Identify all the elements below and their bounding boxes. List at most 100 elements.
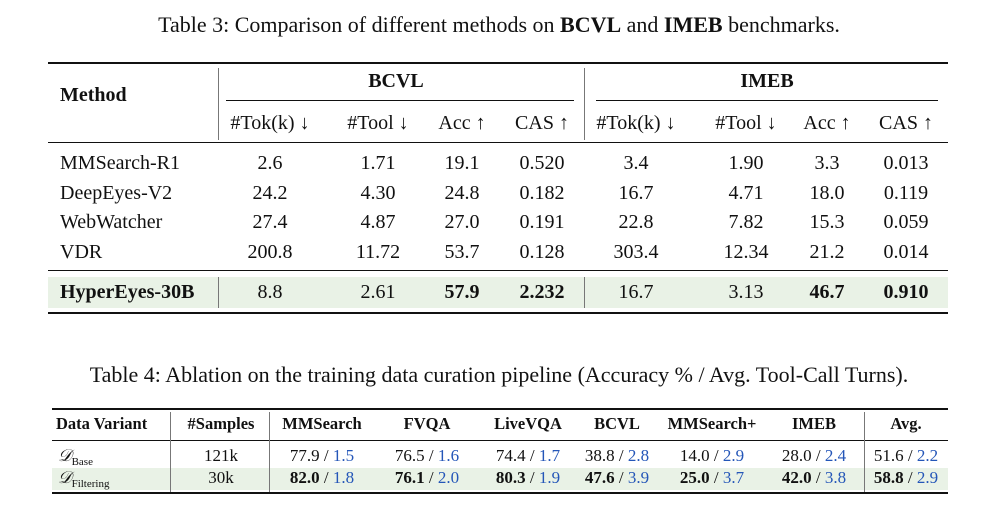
table4-separator: / (709, 468, 723, 487)
table3-subheader-tok-imeb: #Tok(k) ↓ (596, 112, 676, 134)
table4-accuracy: 25.0 (679, 468, 710, 487)
table4-score-cell: 42.0 / 3.8 (766, 468, 862, 488)
table4-accuracy: 76.1 (394, 468, 425, 487)
table4-separator: / (811, 446, 825, 465)
table4-header-rule (52, 440, 948, 441)
table3-highlight-divider-2 (584, 277, 585, 308)
table3-value-cell: 12.34 (723, 240, 769, 263)
table3-highlight-value: 2.61 (360, 281, 396, 303)
table4-score-cell: 14.0 / 2.9 (658, 446, 766, 466)
table4-header-cell: FVQA (403, 414, 451, 433)
table3-header-divider-2 (584, 68, 585, 140)
table4-turns: 2.8 (627, 446, 650, 465)
table4-accuracy: 74.4 (495, 446, 526, 465)
table3-value-cell: 27.4 (252, 211, 288, 233)
table4-turns: 3.9 (627, 468, 650, 487)
table4-separator: / (319, 468, 333, 487)
table3-group-bcvl: BCVL (368, 70, 424, 92)
table4-score-cell: 74.4 / 1.7 (480, 446, 576, 466)
table3-value-cell: 1.90 (728, 152, 764, 174)
table4-separator: / (525, 468, 539, 487)
table4-header-cell: MMSearch (282, 414, 362, 433)
table4-turns: 1.8 (332, 468, 355, 487)
table4-score-cell: 28.0 / 2.4 (766, 446, 862, 466)
table4-accuracy: 47.6 (584, 468, 615, 487)
table4-turns: 2.9 (722, 446, 745, 465)
table3-subheader-tool-bcvl: #Tool ↓ (347, 112, 409, 134)
table3-value-cell: 11.72 (355, 240, 401, 263)
table3-bottom-rule (48, 312, 948, 314)
table4-top-rule (52, 408, 948, 410)
table3-value-cell: 53.7 (444, 240, 480, 263)
table4-turns: 3.8 (824, 468, 847, 487)
table4-caption: Table 4: Ablation on the training data c… (89, 362, 909, 387)
table3-caption: Table 3: Comparison of different methods… (0, 12, 998, 38)
table4-score-cell: 77.9 / 1.5 (274, 446, 370, 466)
table3-value-cell: 4.71 (728, 181, 764, 204)
table3-header-rule (48, 142, 948, 143)
table3-value-cell: 3.4 (623, 152, 649, 174)
table4-separator: / (319, 446, 333, 465)
table3-value-cell: 0.191 (519, 211, 565, 233)
table4-samples-cell: 121k (204, 446, 238, 465)
table4-accuracy: 38.8 (584, 446, 615, 465)
table3-caption-mid: and (621, 12, 664, 37)
table4-variant-cell: 𝒟Filtering (58, 468, 109, 490)
table4-divider-1 (170, 412, 171, 492)
table3-highlight-value: 8.8 (257, 281, 283, 303)
table4-divider-2 (269, 412, 270, 492)
table4-accuracy: 14.0 (679, 446, 710, 465)
table3-header-divider-1 (218, 68, 219, 140)
table3-value-cell: 18.0 (809, 181, 845, 204)
table3-highlight-band (48, 277, 948, 308)
table4-score-cell: 76.5 / 1.6 (372, 446, 482, 466)
table3-value-cell: 7.82 (728, 211, 764, 233)
table4-header-cell: MMSearch+ (667, 414, 757, 433)
table4-score-cell: 58.8 / 2.9 (864, 468, 948, 488)
table4-separator: / (903, 446, 917, 465)
table3-subheader-tok-bcvl: #Tok(k) ↓ (230, 112, 310, 134)
table4-turns: 2.9 (916, 468, 939, 487)
table3-caption-prefix: Table 3: Comparison of different methods… (158, 12, 561, 37)
table3-value-cell: 2.6 (257, 152, 283, 174)
table3-caption-imeb: IMEB (663, 12, 723, 37)
table4-divider-3 (864, 412, 865, 492)
table4-turns: 1.5 (332, 446, 355, 465)
table3-value-cell: 24.2 (252, 181, 288, 204)
table4-turns: 1.7 (538, 446, 561, 465)
table3-method-cell: VDR (60, 240, 103, 263)
table4-variant-subscript: Filtering (71, 478, 110, 490)
table3-value-cell: 303.4 (613, 240, 659, 263)
table4-score-cell: 38.8 / 2.8 (574, 446, 660, 466)
table4-accuracy: 80.3 (495, 468, 526, 487)
table3-value-cell: 22.8 (618, 211, 654, 233)
table4-samples-cell: 30k (208, 468, 234, 487)
table3-value-cell: 0.013 (883, 152, 929, 174)
table4-score-cell: 51.6 / 2.2 (864, 446, 948, 466)
table3-value-cell: 0.119 (883, 181, 929, 204)
table3-group-imeb: IMEB (740, 70, 794, 92)
table3-highlight-method: HyperEyes-30B (60, 281, 195, 303)
table3-body-rule (48, 270, 948, 271)
table3-highlight-value: 16.7 (618, 281, 654, 303)
table3-highlight-value: 3.13 (728, 281, 764, 303)
table4-accuracy: 58.8 (873, 468, 904, 487)
table4-turns: 2.2 (916, 446, 939, 465)
table3-highlight-divider-1 (218, 277, 219, 308)
table4-separator: / (424, 446, 438, 465)
table4-variant-cell: 𝒟Base (58, 446, 93, 468)
table4-score-cell: 25.0 / 3.7 (658, 468, 766, 488)
table3-method-cell: WebWatcher (60, 211, 163, 233)
table4-separator: / (811, 468, 825, 487)
table4-highlight-band (52, 468, 948, 490)
table4-accuracy: 28.0 (781, 446, 812, 465)
table4-separator: / (424, 468, 438, 487)
table4-header-cell: LiveVQA (494, 414, 562, 433)
table3-highlight-value: 0.910 (883, 281, 929, 303)
table3-value-cell: 16.7 (618, 181, 654, 204)
table3-value-cell: 0.014 (883, 240, 929, 263)
table3-subheader-acc-bcvl: Acc ↑ (438, 112, 486, 134)
table4-accuracy: 42.0 (781, 468, 812, 487)
table3-value-cell: 24.8 (444, 181, 480, 204)
